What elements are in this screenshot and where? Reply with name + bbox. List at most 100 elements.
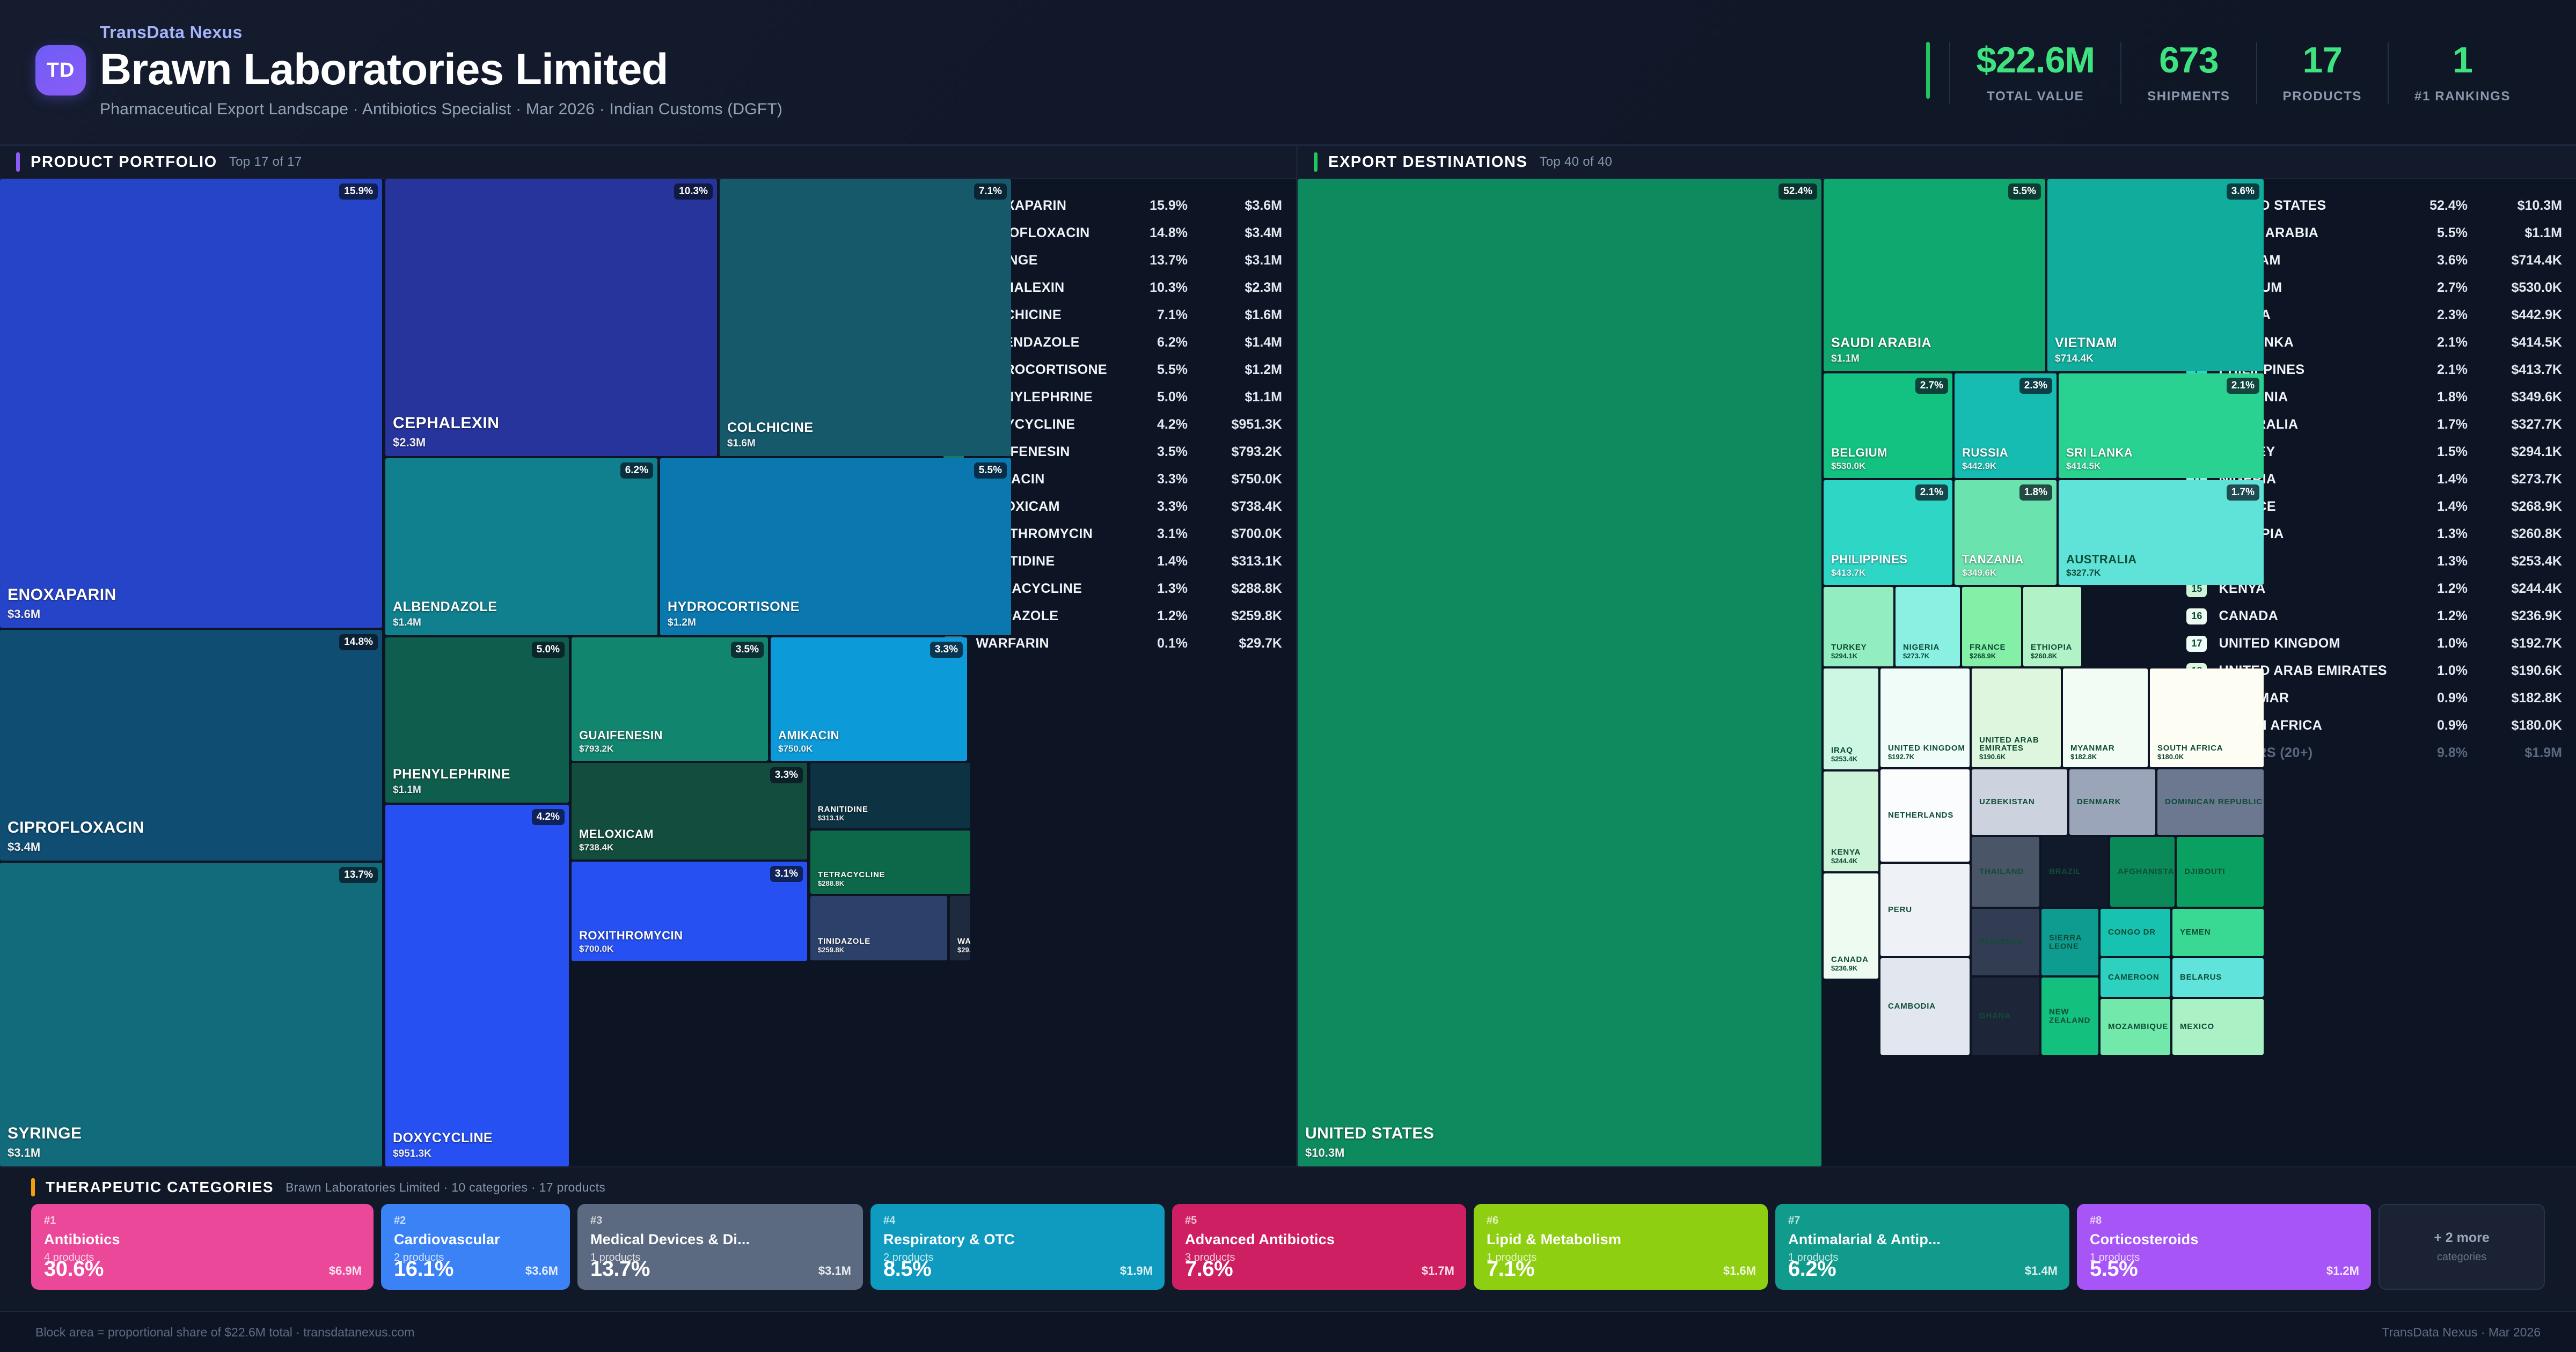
category-rank: #7	[1788, 1215, 1801, 1226]
treemap-tile[interactable]: NEW ZEALAND	[2041, 978, 2098, 1055]
category-product-count: 4 products	[44, 1252, 94, 1263]
tile-value: $273.7K	[1903, 652, 1930, 660]
categories-header: THERAPEUTIC CATEGORIES Brawn Laboratorie…	[31, 1178, 2545, 1196]
tile-label: PHENYLEPHRINE	[393, 766, 511, 782]
treemap-tile[interactable]: YEMEN	[2172, 909, 2264, 956]
item-percent: 0.1%	[1157, 636, 1188, 651]
treemap-tile[interactable]: BELARUS	[2172, 958, 2264, 997]
treemap-tile[interactable]: WARFARIN$29.7K	[950, 896, 970, 960]
treemap-tile[interactable]: MYANMAR $182.8K	[2063, 668, 2148, 767]
treemap-tile[interactable]: KENYA $244.4K	[1824, 771, 1878, 871]
treemap-tile[interactable]: TANZANIA $349.6K 1.8%	[1955, 480, 2057, 585]
treemap-tile[interactable]: UNITED ARAB EMIRATES $190.6K	[1972, 668, 2061, 767]
category-card[interactable]: #2 Cardiovascular 2 products 16.1% $3.6M	[381, 1204, 570, 1290]
treemap-tile[interactable]: AMIKACIN $750.0K 3.3%	[771, 637, 967, 761]
treemap-tile[interactable]: NETHERLANDS	[1880, 769, 1970, 862]
treemap-tile[interactable]: ALBENDAZOLE $1.4M 6.2%	[385, 458, 657, 635]
treemap-tile[interactable]: ETHIOPIA $260.8K	[2023, 587, 2081, 666]
list-item[interactable]: 16 CANADA 1.2% $236.9K	[2186, 602, 2562, 630]
stat-value: 673	[2159, 40, 2219, 80]
category-card[interactable]: #6 Lipid & Metabolism 1 products 7.1% $1.6M	[1474, 1204, 1768, 1290]
treemap-tile[interactable]: SIERRA LEONE	[2041, 909, 2098, 975]
product-treemap[interactable]: ENOXAPARIN $3.6M 15.9% CIPROFLOXACIN $3.4M 14…	[0, 179, 1011, 1166]
treemap-tile[interactable]: SAUDI ARABIA $1.1M 5.5%	[1824, 179, 2045, 371]
treemap-tile[interactable]: ENOXAPARIN $3.6M 15.9%	[0, 179, 382, 628]
treemap-tile[interactable]: PERU	[1880, 864, 1970, 956]
treemap-tile[interactable]: BRAZIL	[2041, 837, 2108, 907]
item-value: $182.8K	[2511, 690, 2562, 706]
tile-label: CAMBODIA	[1888, 1002, 1936, 1011]
treemap-tile[interactable]: SRI LANKA $414.5K 2.1%	[2059, 373, 2264, 478]
treemap-tile[interactable]: AUSTRALIA $327.7K 1.7%	[2059, 480, 2264, 585]
treemap-tile[interactable]: MELOXICAM $738.4K 3.3%	[572, 763, 807, 859]
destination-treemap[interactable]: UNITED STATES $10.3M 52.4% SAUDI ARABIA $1.1…	[1298, 179, 2264, 1166]
treemap-tile[interactable]: DOMINICAN REPUBLIC	[2157, 769, 2264, 835]
treemap-tile[interactable]: SYRINGE $3.1M 13.7%	[0, 863, 382, 1166]
tile-label: CAMEROON	[2108, 973, 2160, 982]
item-percent: 1.0%	[2437, 663, 2468, 678]
treemap-tile[interactable]: TURKEY $294.1K	[1824, 587, 1893, 666]
treemap-tile[interactable]: PHENYLEPHRINE $1.1M 5.0%	[385, 637, 569, 803]
item-value: $273.7K	[2511, 472, 2562, 487]
treemap-tile[interactable]: CEPHALEXIN $2.3M 10.3%	[385, 179, 717, 456]
treemap-tile[interactable]: HYDROCORTISONE $1.2M 5.5%	[660, 458, 1011, 635]
item-percent: 3.3%	[1157, 499, 1188, 514]
treemap-tile[interactable]: AFGHANISTAN	[2110, 837, 2175, 907]
treemap-tile[interactable]: PAKISTAN	[1972, 909, 2039, 975]
treemap-tile[interactable]: CIPROFLOXACIN $3.4M 14.8%	[0, 630, 382, 861]
treemap-tile[interactable]: BELGIUM $530.0K 2.7%	[1824, 373, 1952, 478]
item-value: $1.9M	[2524, 745, 2562, 760]
category-value: $1.6M	[1723, 1264, 1756, 1277]
treemap-tile[interactable]: DENMARK	[2069, 769, 2155, 835]
treemap-tile[interactable]: CAMBODIA	[1880, 958, 1970, 1055]
treemap-tile[interactable]: IRAQ $253.4K	[1824, 668, 1878, 769]
page-title: Brawn Laboratories Limited	[100, 45, 668, 94]
treemap-tile[interactable]: UZBEKISTAN	[1972, 769, 2067, 835]
tile-percent-badge: 5.0%	[531, 642, 565, 658]
treemap-tile[interactable]: NIGERIA $273.7K	[1896, 587, 1960, 666]
treemap-tile[interactable]: PHILIPPINES $413.7K 2.1%	[1824, 480, 1952, 585]
tile-percent-badge: 14.8%	[339, 634, 378, 650]
treemap-tile[interactable]: CANADA $236.9K	[1824, 873, 1878, 979]
tile-label: HYDROCORTISONE	[668, 599, 800, 614]
list-item[interactable]: 17WARFARIN0.1%$29.7K	[943, 630, 1282, 657]
treemap-tile[interactable]: UNITED KINGDOM $192.7K	[1880, 668, 1970, 767]
treemap-tile[interactable]: GUAIFENESIN $793.2K 3.5%	[572, 637, 768, 761]
logo-badge: TD	[35, 45, 86, 95]
treemap-tile[interactable]: FRANCE $268.9K	[1962, 587, 2021, 666]
item-percent: 1.0%	[2437, 636, 2468, 651]
treemap-tile[interactable]: SOUTH AFRICA $180.0K	[2150, 668, 2264, 767]
more-categories-card[interactable]: + 2 more categories	[2379, 1204, 2545, 1290]
list-item[interactable]: 17 UNITED KINGDOM 1.0% $192.7K	[2186, 630, 2562, 657]
treemap-tile[interactable]: TINIDAZOLE $259.8K	[810, 896, 947, 960]
treemap-tile[interactable]: RANITIDINE $313.1K	[810, 763, 970, 828]
category-name: Cardiovascular	[394, 1231, 500, 1247]
tile-label: GHANA	[1979, 1011, 2011, 1021]
category-card[interactable]: #7 Antimalarial & Antip... 1 products 6.2% $…	[1775, 1204, 2069, 1290]
treemap-tile[interactable]: DOXYCYCLINE $951.3K 4.2%	[385, 805, 569, 1166]
category-card[interactable]: #4 Respiratory & OTC 2 products 8.5% $1.9M	[870, 1204, 1165, 1290]
treemap-tile[interactable]: CONGO DR	[2101, 909, 2170, 956]
category-card[interactable]: #1 Antibiotics 4 products 30.6% $6.9M	[31, 1204, 374, 1290]
category-card[interactable]: #8 Corticosteroids 1 products 5.5% $1.2M	[2077, 1204, 2371, 1290]
treemap-tile[interactable]: GHANA	[1972, 978, 2039, 1055]
stat-total-value: $22.6M TOTAL VALUE	[1949, 42, 2120, 104]
category-card[interactable]: #5 Advanced Antibiotics 3 products 7.6% $1.7…	[1172, 1204, 1466, 1290]
category-card[interactable]: #3 Medical Devices & Di... 1 products 13.7%…	[577, 1204, 863, 1290]
treemap-tile[interactable]: CAMEROON	[2101, 958, 2170, 997]
tile-label: NETHERLANDS	[1888, 811, 1954, 820]
treemap-tile[interactable]: UNITED STATES $10.3M 52.4%	[1298, 179, 1821, 1166]
item-value: $192.7K	[2511, 636, 2562, 651]
treemap-tile[interactable]: VIETNAM $714.4K 3.6%	[2047, 179, 2264, 371]
treemap-tile[interactable]: MEXICO	[2172, 999, 2264, 1055]
tile-percent-badge: 1.8%	[2019, 484, 2052, 501]
treemap-tile[interactable]: COLCHICINE $1.6M 7.1%	[720, 179, 1011, 456]
tile-label: NEW ZEALAND	[2049, 1007, 2091, 1025]
treemap-tile[interactable]: MOZAMBIQUE	[2101, 999, 2170, 1055]
treemap-tile[interactable]: ROXITHROMYCIN $700.0K 3.1%	[572, 862, 807, 961]
treemap-tile[interactable]: THAILAND	[1972, 837, 2039, 907]
treemap-tile[interactable]: TETRACYCLINE $288.8K	[810, 831, 970, 894]
treemap-tile[interactable]: DJIBOUTI	[2177, 837, 2264, 907]
treemap-tile[interactable]: RUSSIA $442.9K 2.3%	[1955, 373, 2057, 478]
